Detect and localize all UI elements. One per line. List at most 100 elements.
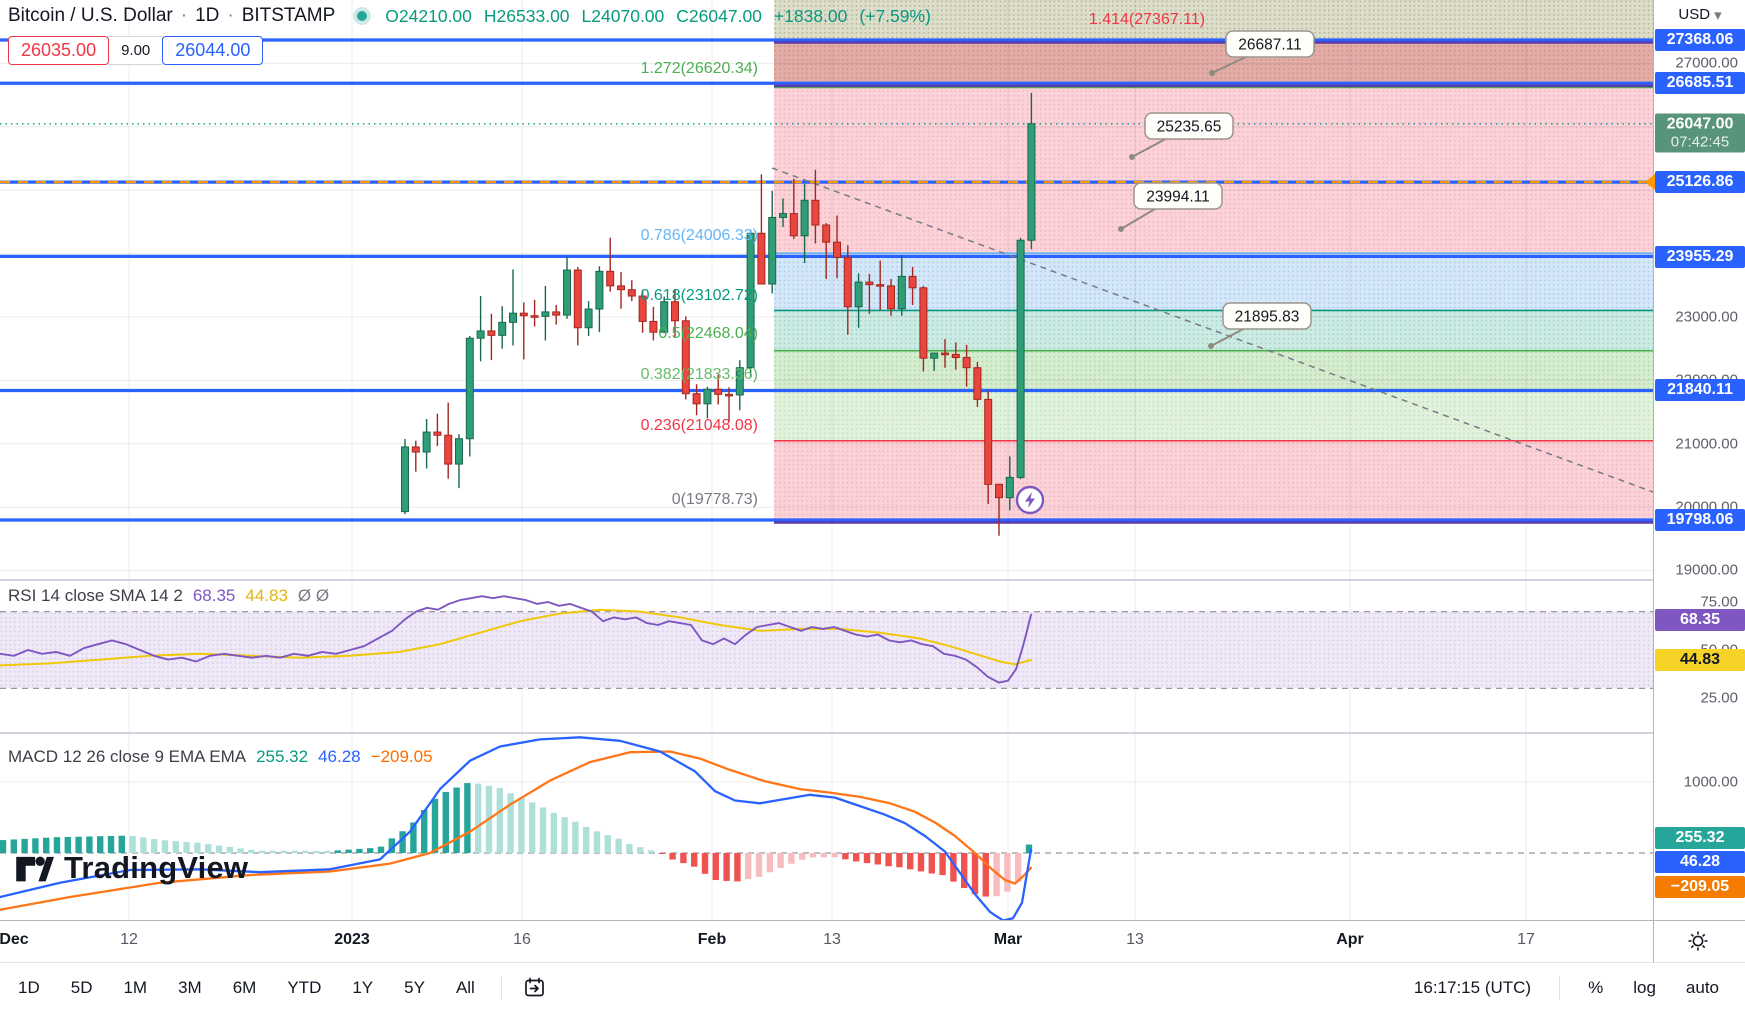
candle[interactable] [573, 269, 582, 329]
macd-legend[interactable]: MACD 12 26 close 9 EMA EMA 255.32 46.28 … [8, 747, 433, 767]
candle[interactable] [617, 285, 625, 291]
candle[interactable] [962, 357, 971, 369]
sell-button[interactable]: 26035.00 [8, 36, 110, 65]
range-button-5d[interactable]: 5D [70, 977, 93, 997]
candle[interactable] [941, 352, 949, 356]
candle[interactable] [692, 393, 701, 405]
macd-title[interactable]: MACD 12 26 close 9 EMA EMA [8, 747, 247, 766]
candles[interactable] [401, 92, 1036, 536]
interval-label[interactable]: 1D [195, 5, 220, 26]
candle[interactable] [757, 232, 766, 285]
candle[interactable] [768, 216, 777, 285]
callout-label[interactable]: 21895.83 [1208, 302, 1312, 349]
candle[interactable] [951, 353, 960, 359]
chart-canvas[interactable]: 26687.11 25235.65 23994.11 21895.83 [0, 0, 1745, 920]
fib-level-label[interactable]: 0.618(23102.72) [640, 287, 758, 304]
fib-level-label[interactable]: 0.786(24006.33) [640, 227, 758, 244]
candle[interactable] [595, 270, 604, 310]
clock-utc[interactable]: 16:17:15 (UTC) [1413, 977, 1532, 997]
range-button-5y[interactable]: 5Y [404, 977, 425, 997]
range-button-1d[interactable]: 1D [18, 977, 40, 997]
callout-label[interactable]: 25235.65 [1129, 112, 1234, 160]
market-status-icon[interactable] [357, 11, 368, 21]
candle[interactable] [887, 285, 895, 310]
buy-button[interactable]: 26044.00 [162, 36, 264, 65]
symbol-legend[interactable]: Bitcoin / U.S. Dollar · 1D · BITSTAMP O2… [8, 5, 931, 27]
fib-level-label[interactable]: 0.5(22468.04) [658, 325, 758, 342]
candle[interactable] [638, 295, 647, 322]
candle[interactable] [498, 321, 507, 336]
candle[interactable] [519, 312, 528, 317]
candle[interactable] [465, 337, 474, 440]
scale-button-percent[interactable]: % [1588, 977, 1604, 997]
range-button-3m[interactable]: 3M [178, 977, 202, 997]
candle[interactable] [1016, 239, 1025, 478]
candle[interactable] [973, 367, 982, 400]
callout-label[interactable]: 26687.11 [1209, 30, 1315, 76]
callout-label[interactable]: 23994.11 [1118, 182, 1223, 232]
range-button-1m[interactable]: 1M [123, 977, 148, 997]
range-button-ytd[interactable]: YTD [287, 977, 322, 997]
rsi-title[interactable]: RSI 14 close SMA 14 2 [8, 586, 183, 605]
fib-level-label[interactable]: 0(19778.73) [671, 491, 758, 508]
lightning-event-icon[interactable] [1015, 485, 1045, 515]
candle[interactable] [854, 281, 863, 308]
candle[interactable] [487, 330, 496, 336]
scale-button-log[interactable]: log [1633, 977, 1656, 997]
candle[interactable] [509, 312, 517, 323]
candle[interactable] [746, 232, 755, 369]
candle[interactable] [1027, 123, 1036, 241]
candle[interactable] [455, 438, 463, 465]
range-button-all[interactable]: All [455, 977, 475, 997]
candle[interactable] [1005, 476, 1014, 499]
candle[interactable] [660, 301, 669, 333]
candle[interactable] [865, 281, 874, 286]
candle[interactable] [703, 388, 712, 405]
tradingview-watermark[interactable]: TradingView [14, 848, 248, 888]
rsi-legend[interactable]: RSI 14 close SMA 14 2 68.35 44.83 Ø Ø [8, 586, 329, 606]
fib-level-label[interactable]: 1.414(27367.11) [1088, 11, 1206, 28]
candle[interactable] [779, 213, 787, 218]
candle[interactable] [671, 301, 679, 322]
currency-selector[interactable]: USD ▾ [1654, 0, 1745, 30]
fib-level-label[interactable]: 0.382(21833.36) [640, 366, 758, 383]
candle[interactable] [714, 388, 723, 395]
candle[interactable] [541, 311, 550, 317]
candle[interactable] [789, 213, 798, 237]
candle[interactable] [833, 241, 841, 258]
candle[interactable] [984, 398, 993, 485]
range-button-6m[interactable]: 6M [232, 977, 257, 997]
candle[interactable] [811, 199, 820, 226]
candle[interactable] [552, 311, 561, 316]
scale-button-auto[interactable]: auto [1685, 977, 1719, 997]
candle[interactable] [908, 275, 917, 289]
sun-icon[interactable] [1685, 928, 1711, 954]
time-axis[interactable]: Dec 12 2023 16 Feb 13 Mar 13 Apr 17 [0, 920, 1745, 963]
range-button-1y[interactable]: 1Y [352, 977, 374, 997]
candle[interactable] [444, 434, 453, 465]
candle[interactable] [822, 224, 831, 243]
candle[interactable] [422, 431, 431, 453]
trendline-drawing[interactable] [771, 167, 1654, 493]
candle[interactable] [919, 287, 928, 359]
candle[interactable] [843, 256, 852, 308]
candle[interactable] [876, 284, 885, 287]
candle[interactable] [563, 269, 571, 316]
fib-level-label[interactable]: 1.272(26620.34) [640, 60, 758, 77]
candle[interactable] [735, 367, 744, 396]
symbol-title[interactable]: Bitcoin / U.S. Dollar [8, 5, 173, 26]
candle[interactable] [433, 431, 442, 436]
candle[interactable] [401, 446, 409, 513]
exchange-label[interactable]: BITSTAMP [241, 5, 336, 26]
candle[interactable] [411, 446, 420, 453]
candle[interactable] [995, 483, 1003, 499]
candle[interactable] [649, 320, 658, 333]
candle[interactable] [606, 270, 615, 287]
candle[interactable] [627, 289, 636, 297]
go-to-date-icon[interactable] [522, 975, 548, 1001]
fib-level-label[interactable]: 0.236(21048.08) [640, 417, 758, 434]
candle[interactable] [897, 275, 906, 310]
candle[interactable] [584, 308, 593, 329]
candle[interactable] [476, 330, 485, 339]
price-axis[interactable]: USD ▾ 27000.0023000.0022000.0021000.0020… [1645, 0, 1745, 962]
